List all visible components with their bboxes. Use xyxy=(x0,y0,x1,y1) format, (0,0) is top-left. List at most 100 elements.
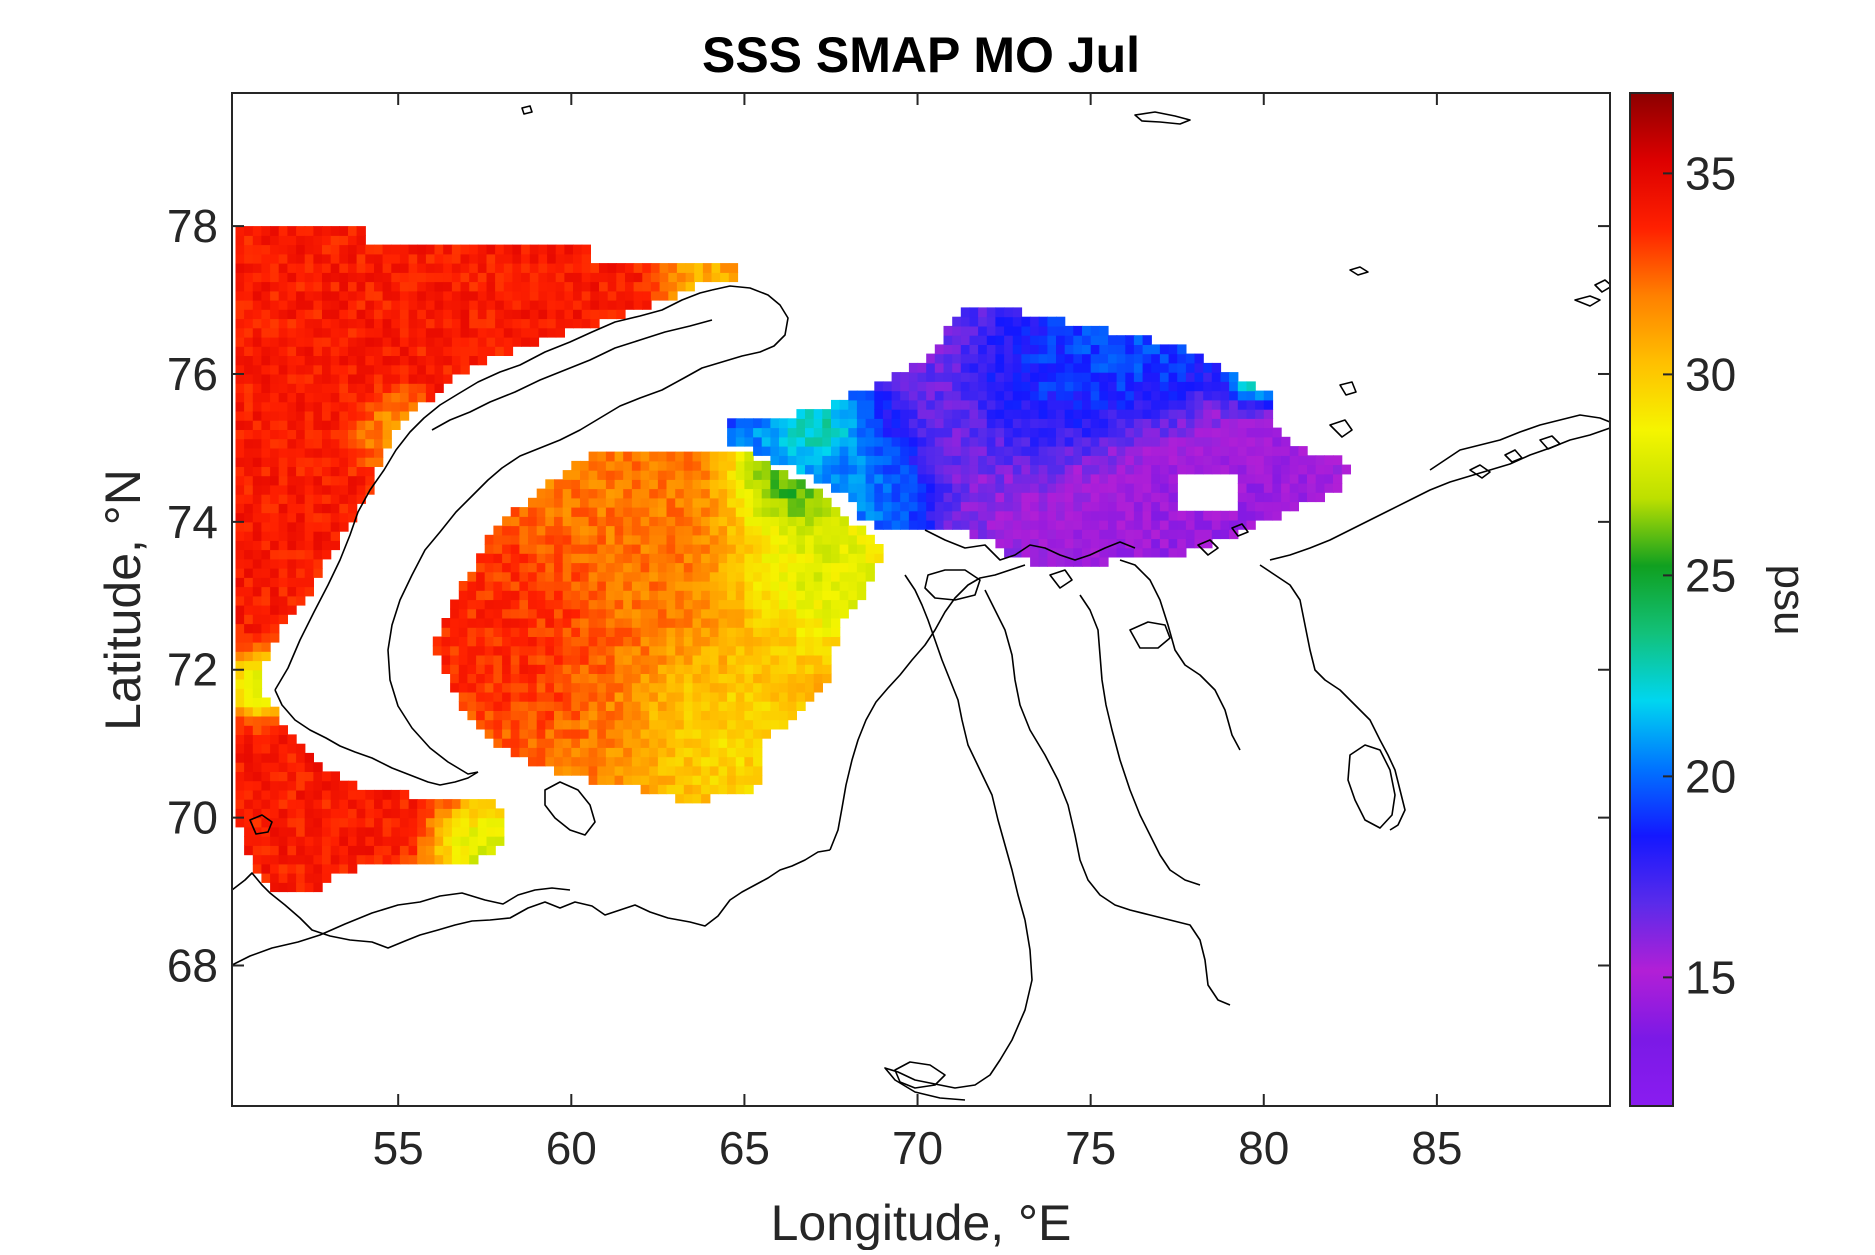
salinity-cell xyxy=(614,738,624,748)
salinity-cell xyxy=(1056,455,1066,466)
salinity-cell xyxy=(735,571,746,582)
salinity-cell xyxy=(822,507,832,517)
salinity-cell xyxy=(960,492,971,503)
salinity-cell xyxy=(969,427,979,438)
salinity-cell xyxy=(900,399,910,410)
salinity-cell xyxy=(986,325,997,336)
salinity-cell xyxy=(701,460,711,471)
salinity-cell xyxy=(460,290,470,301)
salinity-cell xyxy=(692,655,702,665)
island-small-ne-1 xyxy=(1594,279,1610,293)
salinity-cell xyxy=(339,438,349,449)
salinity-cell xyxy=(657,571,668,582)
salinity-cell xyxy=(313,300,323,310)
salinity-cell xyxy=(702,272,713,283)
salinity-cell xyxy=(1125,344,1135,355)
salinity-cell xyxy=(952,390,962,401)
salinity-cell xyxy=(1142,492,1152,503)
salinity-cell xyxy=(908,455,919,466)
salinity-cell xyxy=(1038,464,1048,475)
salinity-cell xyxy=(1056,399,1066,410)
salinity-cell xyxy=(554,627,564,637)
salinity-cell xyxy=(1185,372,1196,382)
salinity-cell xyxy=(614,682,624,693)
salinity-cell xyxy=(952,501,962,512)
salinity-cell xyxy=(761,655,771,665)
salinity-cell xyxy=(313,272,323,283)
salinity-cell xyxy=(425,374,436,384)
salinity-cell xyxy=(1255,390,1265,401)
salinity-cell xyxy=(831,427,841,438)
salinity-cell xyxy=(571,673,581,684)
salinity-cell xyxy=(278,531,288,541)
island-nordenskiold-1 xyxy=(1469,464,1491,479)
salinity-cell xyxy=(675,756,685,767)
salinity-cell xyxy=(1177,353,1187,364)
salinity-cell xyxy=(322,817,332,828)
salinity-cell xyxy=(451,327,462,338)
salinity-cell xyxy=(451,318,462,329)
salinity-cell xyxy=(813,590,823,601)
salinity-cell xyxy=(1159,399,1170,410)
salinity-cell xyxy=(839,608,849,619)
salinity-cell xyxy=(235,577,245,588)
salinity-cell xyxy=(1116,372,1126,382)
salinity-cell xyxy=(348,808,358,819)
salinity-cell xyxy=(640,608,650,619)
salinity-cell xyxy=(623,765,633,776)
salinity-cell xyxy=(1047,483,1057,493)
salinity-cell xyxy=(425,300,436,310)
salinity-cell xyxy=(270,503,280,514)
salinity-cell xyxy=(779,470,789,480)
salinity-cell xyxy=(1237,390,1248,401)
salinity-cell xyxy=(313,882,323,893)
salinity-cell xyxy=(666,664,676,674)
salinity-cell xyxy=(261,346,271,356)
salinity-cell xyxy=(597,765,607,776)
salinity-cell xyxy=(382,401,392,412)
salinity-cell xyxy=(1090,335,1100,345)
salinity-cell xyxy=(278,429,288,440)
salinity-cell xyxy=(779,599,789,610)
salinity-cell xyxy=(597,599,607,610)
salinity-cell xyxy=(657,775,668,785)
salinity-cell xyxy=(787,571,797,582)
salinity-cell xyxy=(1151,353,1161,364)
salinity-cell xyxy=(304,281,314,292)
salinity-cell xyxy=(1151,427,1161,438)
salinity-cell xyxy=(1099,464,1109,475)
salinity-cell xyxy=(450,664,460,674)
salinity-cell xyxy=(278,272,288,283)
salinity-cell xyxy=(580,460,590,471)
salinity-cell xyxy=(458,664,469,674)
salinity-cell xyxy=(1038,538,1048,549)
salinity-cell xyxy=(616,309,626,320)
salinity-cell xyxy=(805,455,815,466)
salinity-cell xyxy=(787,516,797,527)
salinity-cell xyxy=(995,492,1005,503)
salinity-cell xyxy=(986,399,997,410)
salinity-cell xyxy=(580,682,590,693)
salinity-cell xyxy=(502,664,512,674)
salinity-cell xyxy=(287,281,297,292)
salinity-cell xyxy=(1012,520,1023,530)
salinity-cell xyxy=(597,627,607,637)
salinity-cell xyxy=(1116,427,1126,438)
salinity-cell xyxy=(614,627,624,637)
salinity-cell xyxy=(735,460,746,471)
salinity-cell xyxy=(813,409,823,419)
coastline-novaya-zemlya-tip xyxy=(387,285,789,775)
salinity-cell xyxy=(599,263,609,273)
salinity-cell xyxy=(235,410,245,421)
salinity-cell xyxy=(831,525,841,536)
salinity-cell xyxy=(727,516,737,527)
salinity-cell xyxy=(744,719,754,730)
salinity-cell xyxy=(476,691,486,702)
salinity-cell xyxy=(486,281,496,292)
salinity-cell xyxy=(1090,520,1100,530)
salinity-cell xyxy=(1151,381,1161,392)
salinity-cell xyxy=(1177,520,1187,530)
salinity-cell xyxy=(805,516,815,527)
salinity-cell xyxy=(270,836,280,846)
salinity-cell xyxy=(391,244,401,255)
